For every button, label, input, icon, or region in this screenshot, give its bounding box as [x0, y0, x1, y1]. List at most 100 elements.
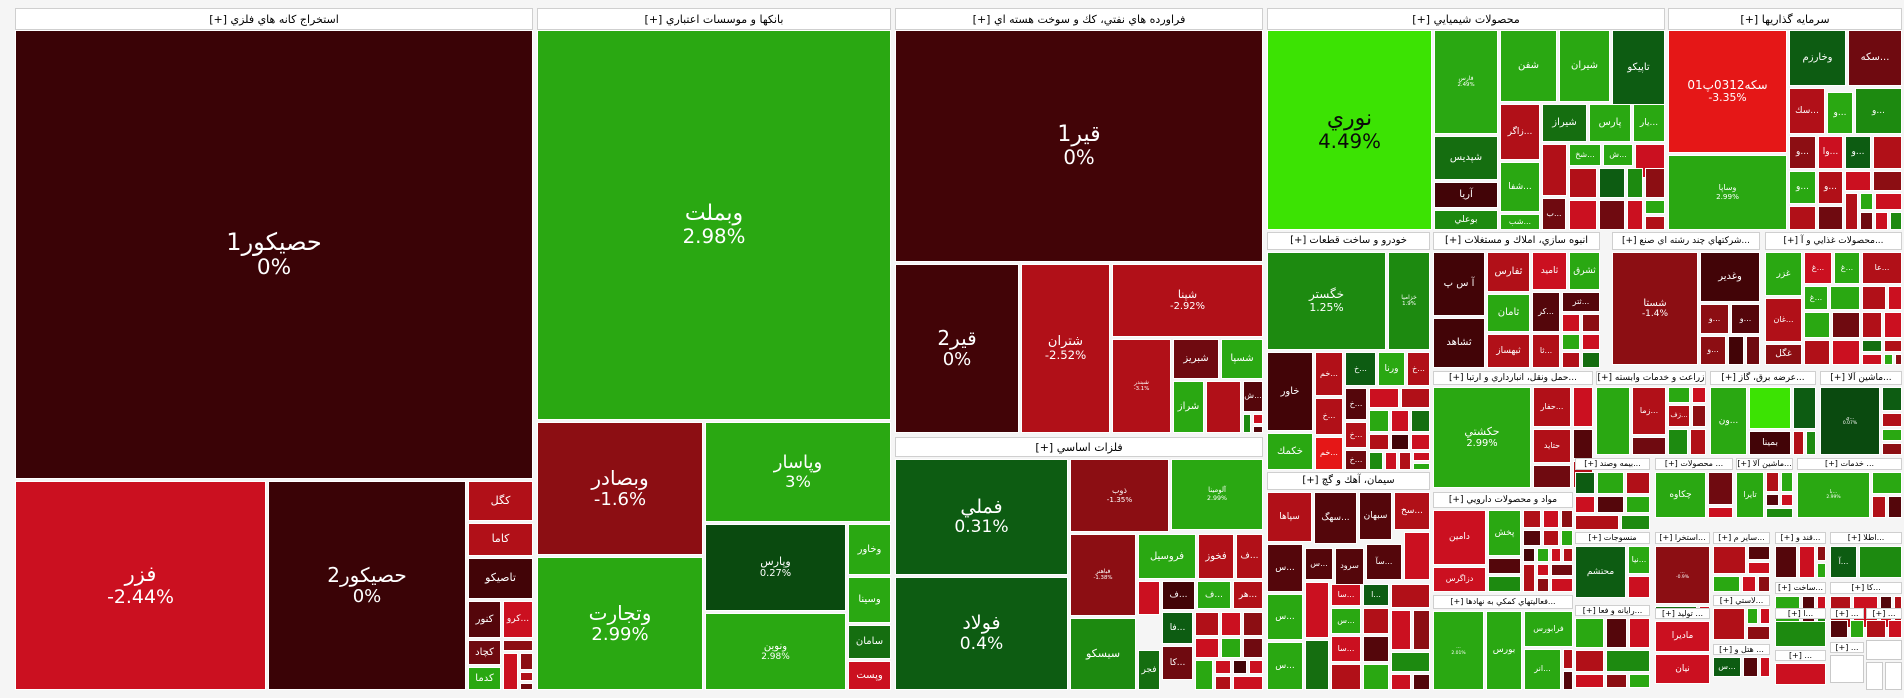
sector-header-other-industries[interactable]: ...ساير م [+]: [1713, 532, 1770, 544]
sector-header-machinery-2[interactable]: ...ماشين آلا [+]: [1736, 458, 1793, 470]
stock-cell[interactable]: [1832, 312, 1860, 338]
stock-cell[interactable]: [1875, 193, 1902, 210]
stock-cell[interactable]: كنور: [468, 601, 501, 638]
sector-header-insurance-funds[interactable]: ...بيمه وصند [+]: [1575, 458, 1650, 470]
stock-cell[interactable]: شفن: [1500, 30, 1557, 102]
stock-cell[interactable]: شيران: [1559, 30, 1610, 102]
stock-cell[interactable]: [1862, 340, 1882, 352]
stock-cell[interactable]: [1885, 662, 1902, 690]
stock-cell[interactable]: وپاسار 3%: [705, 422, 891, 522]
stock-cell[interactable]: [1875, 212, 1888, 230]
stock-cell[interactable]: [1888, 496, 1902, 518]
stock-cell[interactable]: [1882, 429, 1902, 441]
sector-header-investments[interactable]: سرمايه گذاريها [+]: [1668, 8, 1902, 30]
stock-cell[interactable]: شبندر -3.1%: [1112, 339, 1171, 433]
sector-header-micro-e[interactable]: ... [+]: [1830, 642, 1864, 653]
stock-cell[interactable]: [1747, 626, 1770, 640]
stock-cell[interactable]: ... 2.01%: [1433, 611, 1484, 690]
stock-cell[interactable]: [1872, 472, 1902, 494]
stock-cell[interactable]: [1401, 388, 1430, 408]
stock-cell[interactable]: [1563, 548, 1573, 562]
stock-cell[interactable]: [1645, 216, 1665, 230]
sector-header-transportation[interactable]: ...حمل ونقل، انبارداري و ارتبا [+]: [1433, 371, 1593, 385]
stock-cell[interactable]: [1523, 530, 1541, 546]
stock-cell[interactable]: [1830, 655, 1864, 683]
stock-cell[interactable]: كدما: [468, 667, 501, 690]
stock-cell[interactable]: [1775, 546, 1797, 578]
stock-cell[interactable]: آلومينا 2.99%: [1171, 459, 1263, 530]
stock-cell[interactable]: [1243, 638, 1263, 658]
stock-cell[interactable]: [1888, 286, 1902, 310]
sector-header-financial-aux[interactable]: ...فعاليتهاي كمكي به نهادها [+]: [1433, 595, 1573, 609]
stock-cell[interactable]: فزر -2.44%: [15, 481, 266, 690]
stock-cell[interactable]: ثاميد: [1532, 252, 1567, 290]
stock-cell[interactable]: [1221, 638, 1241, 658]
stock-cell[interactable]: ...ثتر: [1562, 292, 1600, 312]
stock-cell[interactable]: ...ش: [1243, 381, 1263, 412]
stock-cell[interactable]: ...سآ: [1366, 544, 1402, 580]
stock-cell[interactable]: [1369, 452, 1383, 470]
stock-cell[interactable]: ذوب -1.35%: [1070, 459, 1169, 532]
stock-cell[interactable]: [1621, 515, 1650, 530]
stock-cell[interactable]: چكاوه: [1655, 472, 1706, 518]
stock-cell[interactable]: ثشرق: [1569, 252, 1600, 290]
stock-cell[interactable]: [1606, 618, 1627, 648]
stock-cell[interactable]: ورنا: [1378, 352, 1405, 386]
stock-cell[interactable]: ...خ: [1315, 398, 1343, 435]
stock-cell[interactable]: [1575, 496, 1595, 513]
stock-cell[interactable]: [1523, 510, 1541, 528]
stock-cell[interactable]: [1562, 334, 1580, 350]
stock-cell[interactable]: [1692, 387, 1706, 403]
stock-cell[interactable]: [1668, 387, 1690, 403]
stock-cell[interactable]: شپديس: [1434, 136, 1498, 180]
sector-header-rubber[interactable]: ...لاستي [+]: [1713, 595, 1770, 606]
sector-header-micro-b[interactable]: ... [+]: [1775, 650, 1826, 661]
stock-cell[interactable]: حصيكور1 0%: [15, 30, 533, 479]
sector-header-micro-c[interactable]: ... [+]: [1830, 608, 1864, 619]
stock-cell[interactable]: [1243, 612, 1263, 636]
stock-cell[interactable]: [1806, 431, 1816, 455]
stock-cell[interactable]: [1628, 576, 1650, 598]
stock-cell[interactable]: ...س: [1713, 657, 1741, 677]
stock-cell[interactable]: شستا -1.4%: [1612, 252, 1698, 365]
sector-header-banks[interactable]: بانكها و موسسات اعتباري [+]: [537, 8, 891, 30]
sector-header-multi-industry[interactable]: ...شركتهاي چند رشته اي صنع [+]: [1612, 232, 1760, 250]
stock-cell[interactable]: ...خ: [1345, 450, 1367, 470]
stock-cell[interactable]: [1391, 652, 1430, 672]
stock-cell[interactable]: ...س: [1305, 548, 1333, 580]
stock-cell[interactable]: [1233, 676, 1263, 690]
stock-cell[interactable]: [1743, 657, 1758, 677]
stock-cell[interactable]: غزر: [1765, 252, 1802, 296]
stock-cell[interactable]: حتايد: [1533, 429, 1571, 463]
sector-header-computer[interactable]: ...رايانه و فعا [+]: [1575, 605, 1650, 616]
stock-cell[interactable]: [1884, 354, 1893, 365]
stock-cell[interactable]: [1563, 671, 1573, 690]
stock-cell[interactable]: ...و: [1845, 136, 1871, 169]
stock-cell[interactable]: [1562, 314, 1580, 332]
stock-cell[interactable]: [1537, 578, 1549, 592]
stock-cell[interactable]: ...و: [1700, 336, 1726, 365]
stock-cell[interactable]: بمينا: [1749, 431, 1791, 455]
stock-cell[interactable]: [1363, 608, 1389, 634]
stock-cell[interactable]: [1413, 463, 1430, 470]
stock-cell[interactable]: [1629, 674, 1650, 688]
stock-cell[interactable]: ...آ: [1830, 546, 1857, 578]
stock-cell[interactable]: كچاد: [468, 640, 501, 665]
stock-cell[interactable]: ...ا: [1363, 584, 1389, 606]
stock-cell[interactable]: [1789, 206, 1816, 230]
stock-cell[interactable]: سكه0312پ01 -3.35%: [1668, 30, 1787, 153]
sector-header-hotels[interactable]: ... هتل و [+]: [1713, 644, 1770, 655]
stock-cell[interactable]: فجر: [1138, 650, 1160, 690]
stock-cell[interactable]: [1413, 610, 1430, 650]
stock-cell[interactable]: [1758, 576, 1770, 592]
stock-cell[interactable]: فولاد 0.4%: [895, 577, 1068, 690]
stock-cell[interactable]: [1582, 352, 1600, 368]
stock-cell[interactable]: [1742, 576, 1756, 592]
stock-cell[interactable]: ...ي 0.07%: [1820, 387, 1880, 455]
stock-cell[interactable]: ...ب: [1542, 198, 1566, 230]
stock-cell[interactable]: ...فا: [1162, 612, 1193, 644]
sector-header-oil-products[interactable]: فراورده هاي نفتي، كك و سوخت هسته اي [+]: [895, 8, 1263, 30]
sector-header-sugar[interactable]: ...قند و [+]: [1775, 532, 1826, 544]
stock-cell[interactable]: [1845, 193, 1858, 230]
stock-cell[interactable]: [1253, 426, 1263, 433]
